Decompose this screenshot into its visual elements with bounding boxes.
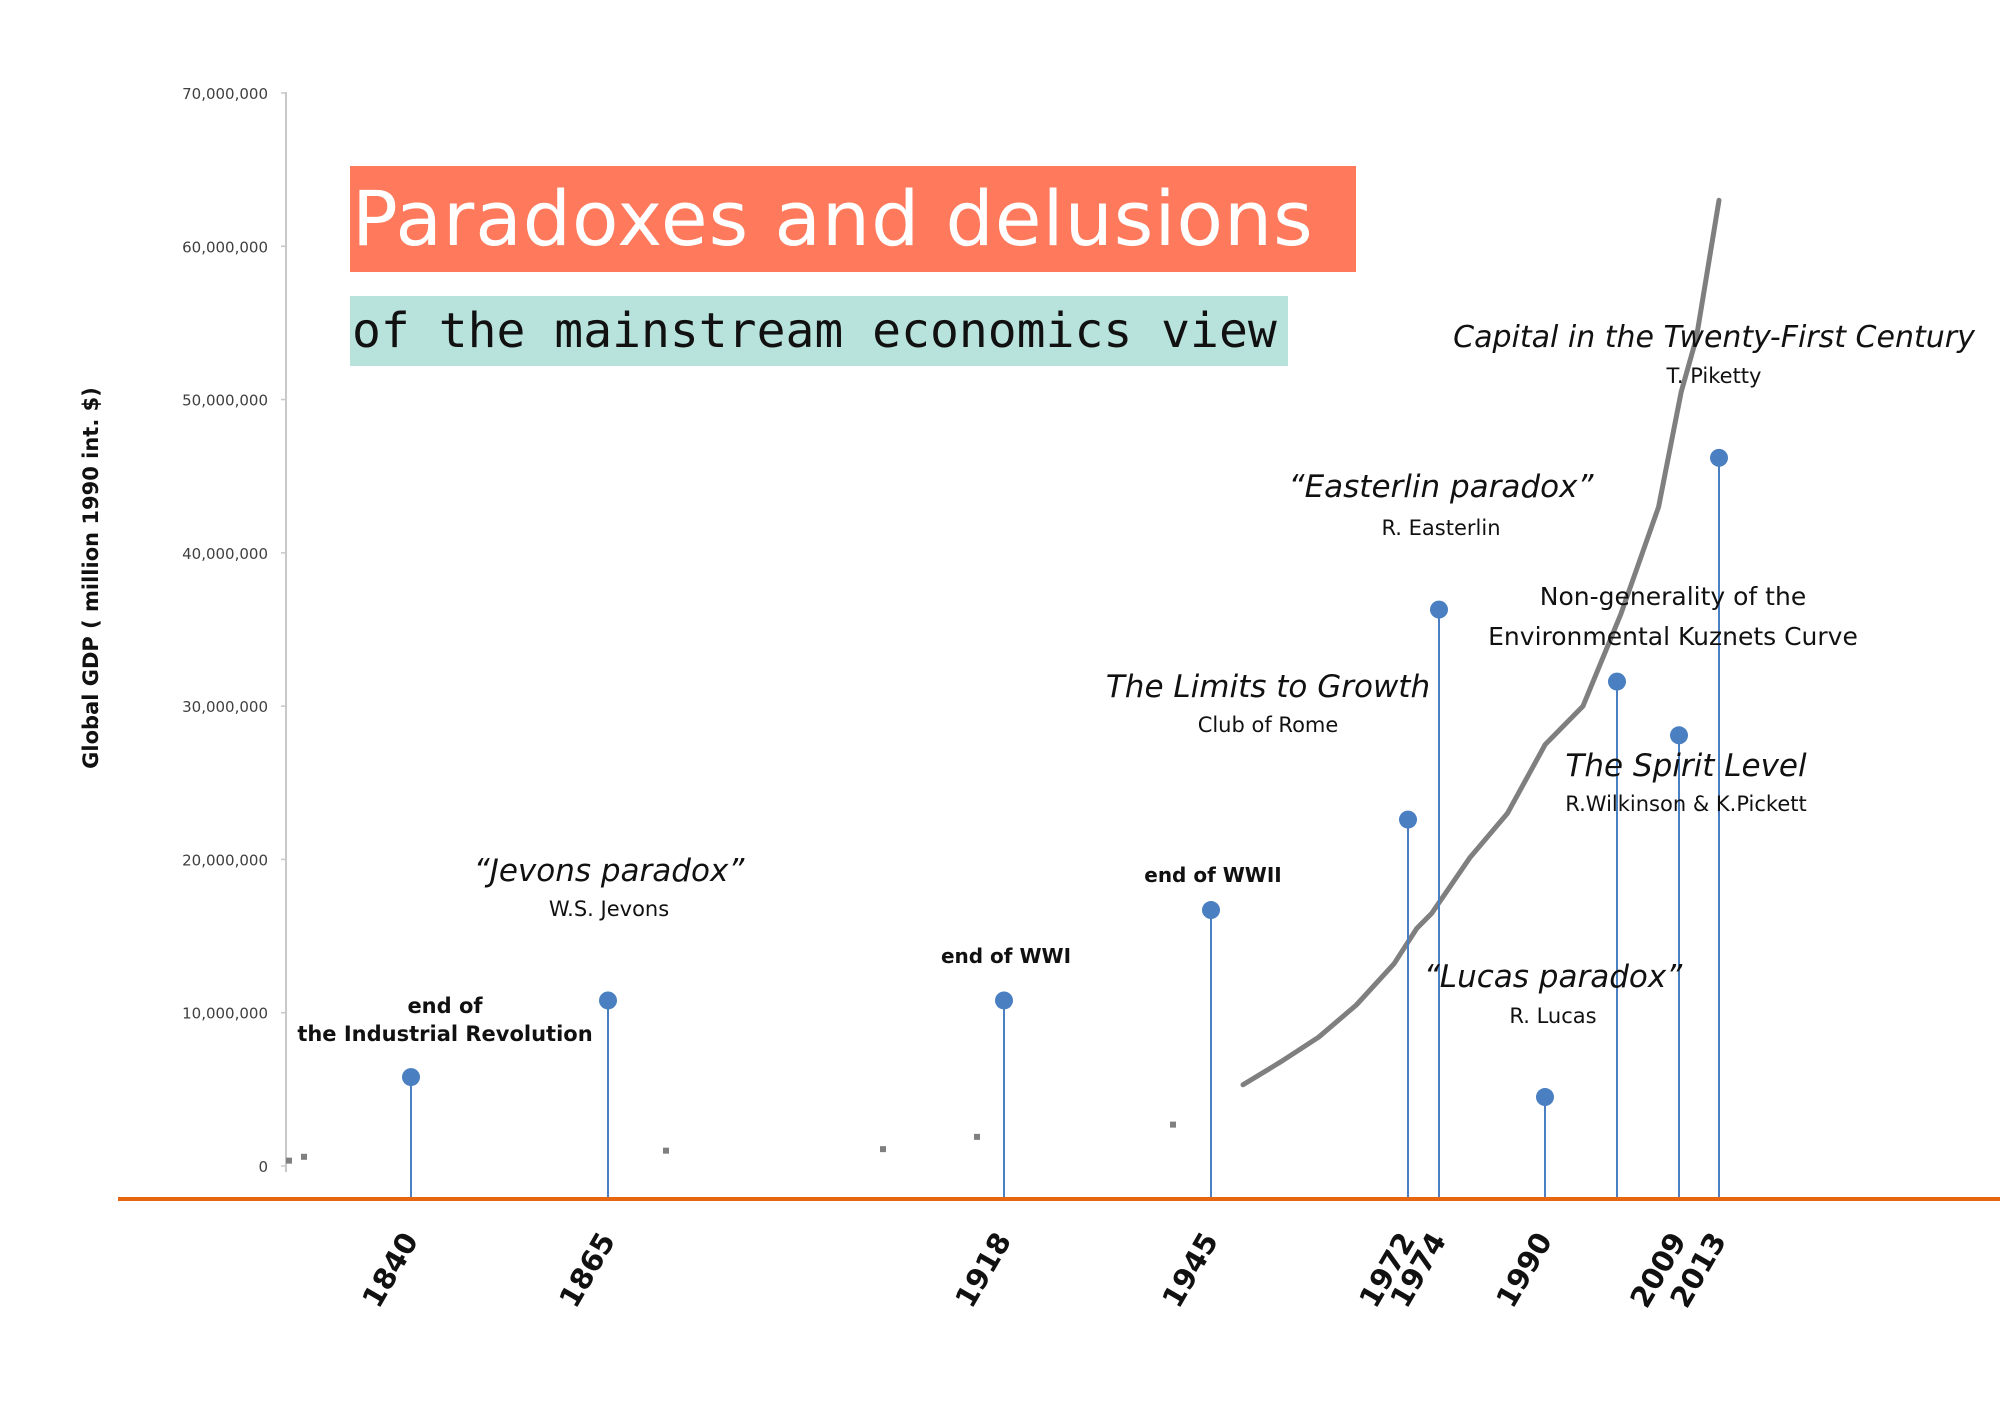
gdp-early-point — [301, 1153, 307, 1160]
x-year-label: 1945 — [1155, 1227, 1225, 1314]
annotation-1972-title: The Limits to Growth — [1106, 669, 1430, 705]
x-year-label: 1918 — [948, 1227, 1018, 1314]
event-marker — [1430, 600, 1448, 619]
event-marker — [995, 991, 1013, 1010]
annotation-1945-title: end of WWII — [1144, 863, 1282, 887]
x-year-label: 1990 — [1489, 1227, 1559, 1314]
y-tick-labels: 0 10,000,000 20,000,000 30,000,000 40,000,00… — [182, 85, 286, 1176]
annotation-1990-title: “Lucas paradox” — [1424, 959, 1683, 995]
annotation-1840-title: end of — [407, 994, 483, 1018]
y-tick-label: 10,000,000 — [182, 1005, 268, 1023]
annotation-1974-title: “Easterlin paradox” — [1289, 469, 1595, 505]
y-tick-label: 70,000,000 — [182, 85, 268, 103]
y-tick-label: 20,000,000 — [182, 851, 268, 869]
y-tick-label: 50,000,000 — [182, 392, 268, 410]
gdp-early-point — [880, 1146, 886, 1153]
annotation-2013-title: Capital in the Twenty-First Century — [1453, 320, 1976, 355]
annotation-1918-title: end of WWI — [941, 944, 1071, 968]
x-year-label: 1865 — [552, 1227, 622, 1314]
y-tick-label: 60,000,000 — [182, 238, 268, 256]
annotation-2013-subtitle: T. Piketty — [1666, 364, 1762, 388]
gdp-early-points — [286, 1121, 1176, 1164]
page-title: Paradoxes and delusions — [350, 166, 1356, 272]
event-marker — [1608, 672, 1626, 691]
event-marker — [1202, 901, 1220, 920]
annotation-ekc-title: Non-generality of the — [1540, 582, 1806, 611]
annotation-2009-subtitle: R.Wilkinson & K.Pickett — [1565, 792, 1806, 816]
event-marker — [599, 991, 617, 1010]
event-marker — [1399, 810, 1417, 829]
annotations: end of the Industrial Revolution “Jevons… — [297, 320, 1976, 1046]
y-axis-label: Global GDP ( million 1990 int. $) — [79, 387, 103, 769]
annotation-1840-subtitle: the Industrial Revolution — [297, 1022, 592, 1046]
event-marker — [1670, 726, 1688, 745]
event-markers — [402, 448, 1728, 1199]
x-year-label: 1840 — [355, 1227, 425, 1314]
annotation-1865-title: “Jevons paradox” — [474, 853, 746, 889]
gdp-early-point — [1170, 1121, 1176, 1128]
annotation-1972-subtitle: Club of Rome — [1198, 713, 1339, 737]
page-subtitle: of the mainstream economics view — [350, 296, 1288, 366]
gdp-line — [1240, 197, 1722, 1088]
event-marker — [1710, 448, 1728, 467]
y-tick-label: 30,000,000 — [182, 698, 268, 716]
event-marker — [1536, 1088, 1554, 1107]
y-tick-label: 0 — [258, 1158, 268, 1176]
annotation-2009-title: The Spirit Level — [1565, 748, 1807, 784]
event-marker — [402, 1068, 420, 1087]
annotation-1865-subtitle: W.S. Jevons — [549, 897, 669, 921]
gdp-early-point — [286, 1157, 292, 1164]
annotation-1974-subtitle: R. Easterlin — [1381, 516, 1500, 540]
gdp-early-point — [663, 1147, 669, 1154]
gdp-early-point — [974, 1133, 980, 1140]
annotation-1990-subtitle: R. Lucas — [1509, 1004, 1596, 1028]
y-tick-label: 40,000,000 — [182, 545, 268, 563]
annotation-ekc-subtitle: Environmental Kuznets Curve — [1488, 622, 1858, 651]
